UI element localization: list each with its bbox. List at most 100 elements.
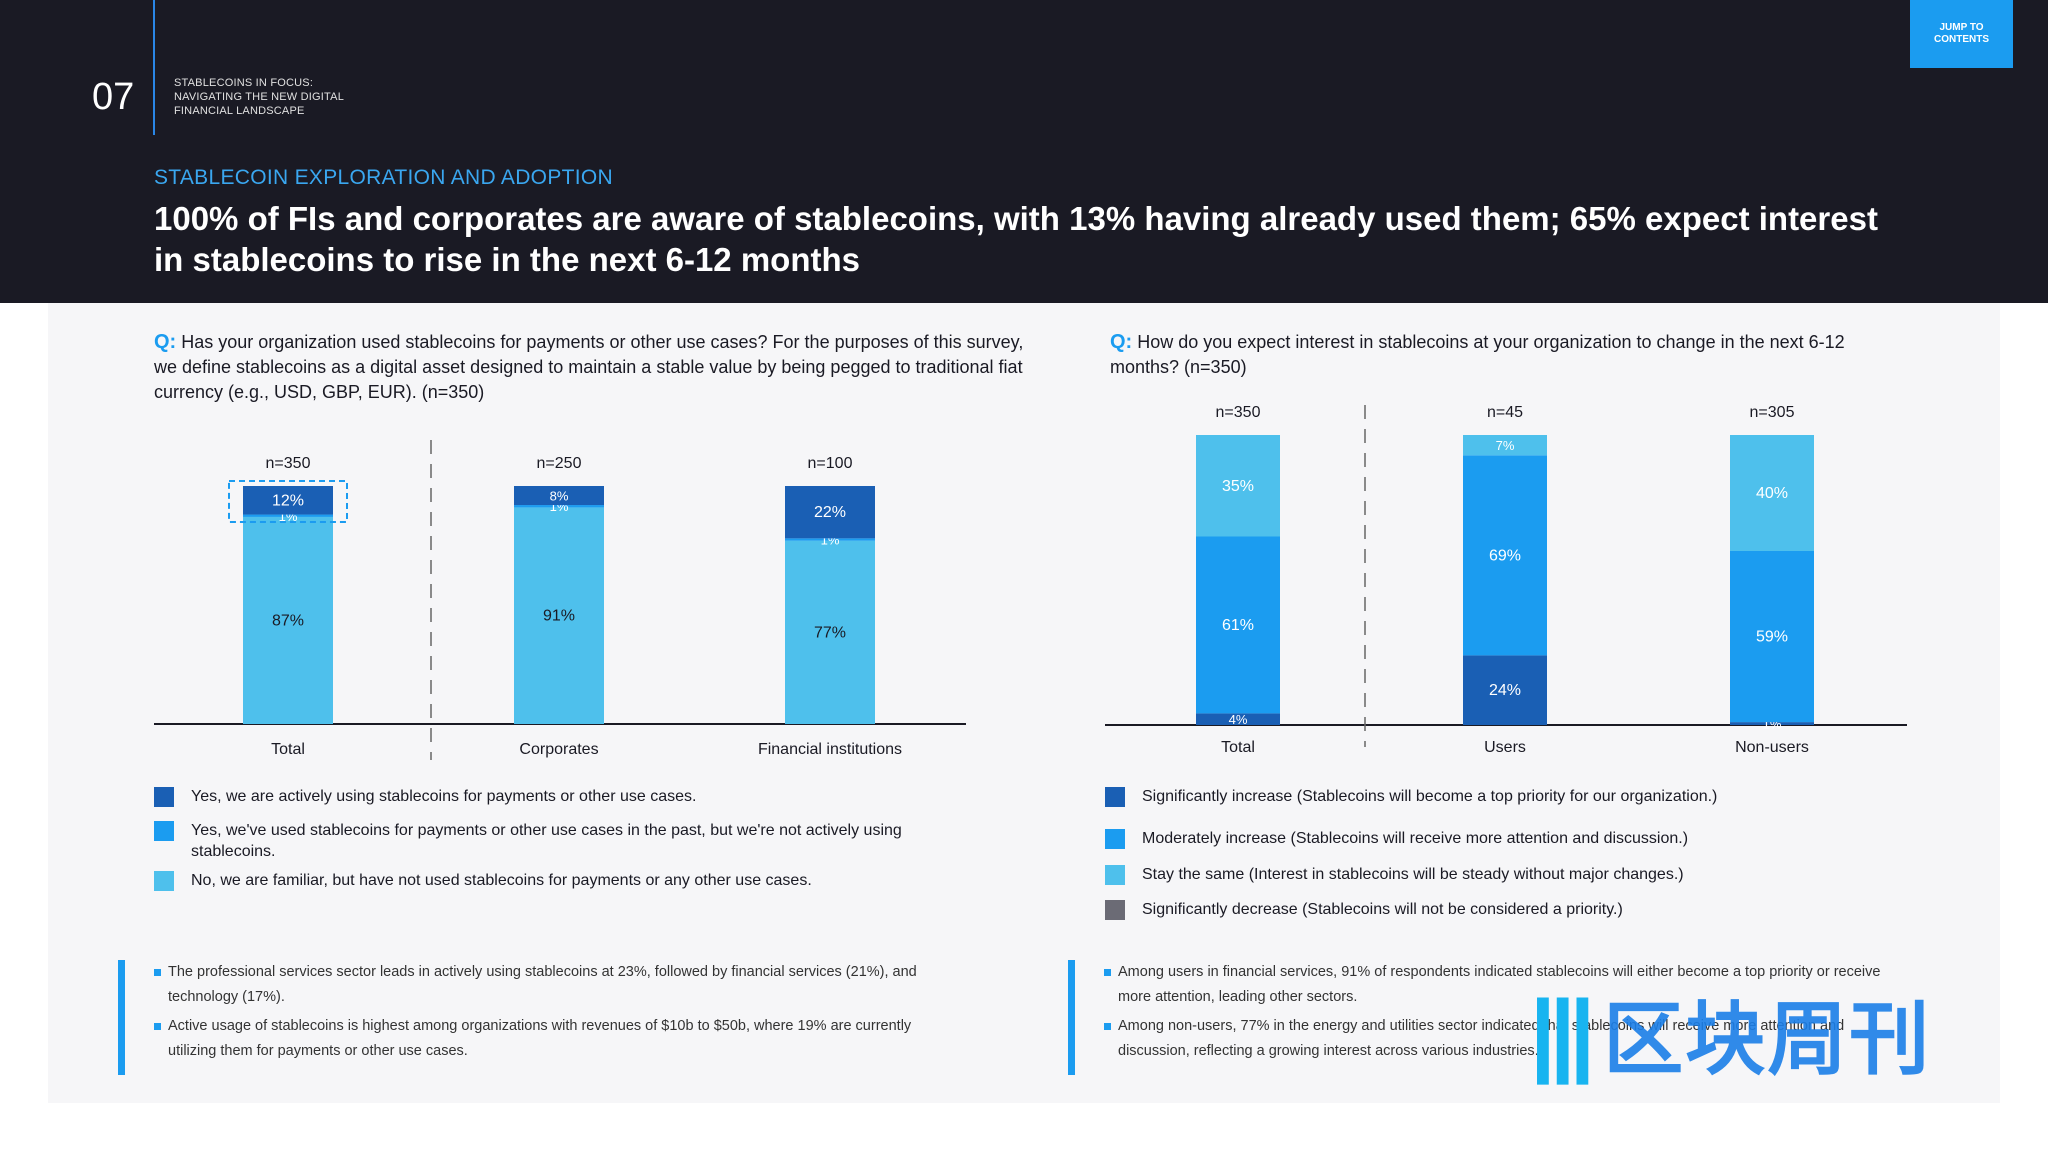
bar-segment xyxy=(514,505,604,508)
legend-label: Significantly decrease (Stablecoins will… xyxy=(1142,901,1623,918)
bar-segment xyxy=(1463,435,1547,456)
watermark-logo: ||| xyxy=(1530,981,1595,1084)
legend-item: Stay the same (Interest in stablecoins w… xyxy=(1105,864,1684,885)
left-legend: Yes, we are actively using stablecoins f… xyxy=(154,786,954,896)
bar-segment xyxy=(785,540,875,724)
legend-label: Moderately increase (Stablecoins will re… xyxy=(1142,830,1689,847)
note-item: Active usage of stablecoins is highest a… xyxy=(154,1014,924,1064)
data-label: 22% xyxy=(814,504,846,521)
legend-swatch xyxy=(154,871,174,891)
document-title-line: FINANCIAL LANDSCAPE xyxy=(174,105,305,117)
header-divider xyxy=(153,0,155,135)
usage-chart: 87%1%12%n=350Total91%1%8%n=250Corporates… xyxy=(154,440,966,760)
data-label: 40% xyxy=(1756,485,1788,502)
data-label: 24% xyxy=(1489,682,1521,699)
legend-item: Yes, we've used stablecoins for payments… xyxy=(154,820,914,862)
bar-segment xyxy=(243,486,333,515)
data-label: 12% xyxy=(272,492,304,509)
bar-segment xyxy=(785,538,875,541)
sample-size-label: n=250 xyxy=(537,455,582,472)
question-text: Has your organization used stablecoins f… xyxy=(154,332,1024,402)
note-item: Among users in financial services, 91% o… xyxy=(1104,960,1904,1010)
legend-item: Yes, we are actively using stablecoins f… xyxy=(154,786,696,807)
bar-segment xyxy=(243,516,333,724)
sample-size-label: n=45 xyxy=(1487,404,1523,421)
category-label: Users xyxy=(1484,739,1526,755)
data-label: 87% xyxy=(272,612,304,629)
legend-swatch xyxy=(154,787,174,807)
category-label: Total xyxy=(1221,739,1255,755)
bar-segment xyxy=(514,507,604,724)
legend-label: Yes, we've used stablecoins for payments… xyxy=(191,822,902,860)
legend-label: No, we are familiar, but have not used s… xyxy=(191,872,812,889)
note-accent-bar xyxy=(1068,960,1075,1075)
data-label: 59% xyxy=(1756,629,1788,646)
legend-label: Significantly increase (Stablecoins will… xyxy=(1142,788,1718,805)
sample-size-label: n=350 xyxy=(1216,404,1261,421)
data-label: 8% xyxy=(550,489,569,504)
left-notes: The professional services sector leads i… xyxy=(118,960,918,1075)
watermark: ||| 区块周刊 xyxy=(1530,975,1931,1091)
bar-segment xyxy=(785,486,875,539)
note-list: Among users in financial services, 91% o… xyxy=(1104,960,1904,1064)
page-headline: 100% of FIs and corporates are aware of … xyxy=(154,200,1878,278)
legend-label: Stay the same (Interest in stablecoins w… xyxy=(1142,866,1684,883)
legend-swatch xyxy=(1105,787,1125,807)
data-label: 77% xyxy=(814,624,846,641)
category-label: Total xyxy=(271,741,305,758)
question-label: Q: xyxy=(154,331,177,353)
data-label: 69% xyxy=(1489,547,1521,564)
category-label: Corporates xyxy=(519,741,598,758)
note-accent-bar xyxy=(118,960,125,1075)
legend-swatch xyxy=(154,821,174,841)
question-label: Q: xyxy=(1110,331,1133,353)
legend-item: No, we are familiar, but have not used s… xyxy=(154,870,812,891)
bar-segment xyxy=(1196,536,1280,714)
legend-swatch xyxy=(1105,865,1125,885)
watermark-text: 区块周刊 xyxy=(1603,993,1932,1086)
data-label: 91% xyxy=(543,608,575,625)
jump-to-contents-button[interactable]: JUMP TO CONTENTS xyxy=(1910,0,2013,68)
right-legend: Significantly increase (Stablecoins will… xyxy=(1105,786,1955,926)
document-title-line: STABLECOINS IN FOCUS: xyxy=(174,77,314,89)
right-notes: Among users in financial services, 91% o… xyxy=(1068,960,1908,1075)
legend-item: Moderately increase (Stablecoins will re… xyxy=(1105,828,1688,849)
legend-item: Significantly increase (Stablecoins will… xyxy=(1105,786,1717,807)
sample-size-label: n=350 xyxy=(266,455,311,472)
note-list: The professional services sector leads i… xyxy=(154,960,924,1064)
bar-segment xyxy=(1196,435,1280,537)
question-text: How do you expect interest in stablecoin… xyxy=(1110,332,1845,377)
bar-segment xyxy=(1463,455,1547,656)
legend-swatch xyxy=(1105,900,1125,920)
bar-segment xyxy=(1730,551,1814,723)
bar-segment xyxy=(1463,655,1547,725)
note-item: Among non-users, 77% in the energy and u… xyxy=(1104,1014,1904,1064)
document-title: STABLECOINS IN FOCUS: NAVIGATING THE NEW… xyxy=(174,76,344,118)
interest-chart: 4%61%35%n=350Total24%69%7%n=45Users1%59%… xyxy=(1105,404,1907,755)
bar-segment xyxy=(514,486,604,506)
page-number: 07 xyxy=(92,76,135,118)
header-band: 07 STABLECOINS IN FOCUS: NAVIGATING THE … xyxy=(0,0,2048,303)
right-question: Q: How do you expect interest in stablec… xyxy=(1110,330,1910,380)
legend-item: Significantly decrease (Stablecoins will… xyxy=(1105,899,1623,920)
category-label: Financial institutions xyxy=(758,741,902,758)
legend-swatch xyxy=(1105,829,1125,849)
sample-size-label: n=100 xyxy=(808,455,853,472)
data-label: 61% xyxy=(1222,617,1254,634)
data-label: 4% xyxy=(1229,712,1248,727)
data-label: 35% xyxy=(1222,478,1254,495)
sample-size-label: n=305 xyxy=(1750,404,1795,421)
bar-segment xyxy=(1730,722,1814,725)
content-panel xyxy=(48,303,2000,1103)
bar-segment xyxy=(1730,435,1814,551)
jump-label-line: CONTENTS xyxy=(1934,34,1989,45)
note-item: The professional services sector leads i… xyxy=(154,960,924,1010)
legend-label: Yes, we are actively using stablecoins f… xyxy=(191,788,697,805)
bar-segment xyxy=(243,514,333,517)
category-label: Non-users xyxy=(1735,739,1809,755)
left-question: Q: Has your organization used stablecoin… xyxy=(154,330,1024,405)
data-label: 7% xyxy=(1496,438,1515,453)
document-title-line: NAVIGATING THE NEW DIGITAL xyxy=(174,91,345,103)
jump-label-line: JUMP TO xyxy=(1939,22,1984,33)
bar-segment xyxy=(1196,713,1280,725)
